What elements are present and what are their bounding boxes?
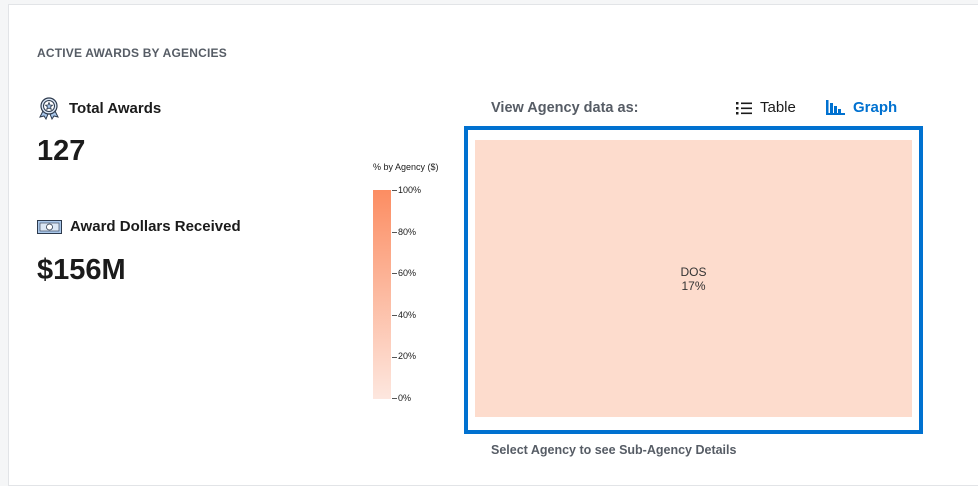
award-medal-icon	[39, 97, 59, 120]
total-awards-label: Total Awards	[69, 99, 162, 117]
total-awards-value: 127	[37, 135, 86, 167]
view-agency-label: View Agency data as:	[491, 100, 639, 116]
legend-tick: 40%	[392, 310, 416, 320]
agency-treemap: DOS 17%	[464, 126, 923, 434]
legend-title: % by Agency ($)	[373, 162, 439, 172]
graph-view-label: Graph	[853, 99, 898, 116]
legend-tick: 100%	[392, 185, 421, 195]
legend-tick: 60%	[392, 268, 416, 278]
graph-view-button[interactable]: Graph	[826, 99, 897, 116]
section-title: ACTIVE AWARDS BY AGENCIES	[37, 46, 227, 60]
sub-agency-hint: Select Agency to see Sub-Agency Details	[491, 443, 737, 457]
treemap-cell-name: DOS	[680, 264, 707, 279]
award-dollars-label: Award Dollars Received	[70, 218, 241, 235]
legend-tick: 80%	[392, 227, 416, 237]
total-awards-stat: Total Awards	[37, 96, 161, 120]
list-icon	[736, 101, 752, 114]
treemap-cell-dos[interactable]: DOS 17%	[475, 140, 912, 417]
table-view-button[interactable]: Table	[736, 99, 796, 116]
treemap-cell-percent: 17%	[681, 278, 706, 293]
money-bill-icon	[37, 219, 62, 234]
award-dollars-value: $156M	[37, 254, 126, 286]
legend-tick: 20%	[392, 351, 416, 361]
legend-color-scale	[373, 190, 391, 399]
table-view-label: Table	[760, 99, 796, 116]
legend-tick: 0%	[392, 393, 411, 403]
bar-chart-icon	[826, 100, 845, 115]
award-dollars-stat: Award Dollars Received	[37, 218, 241, 235]
